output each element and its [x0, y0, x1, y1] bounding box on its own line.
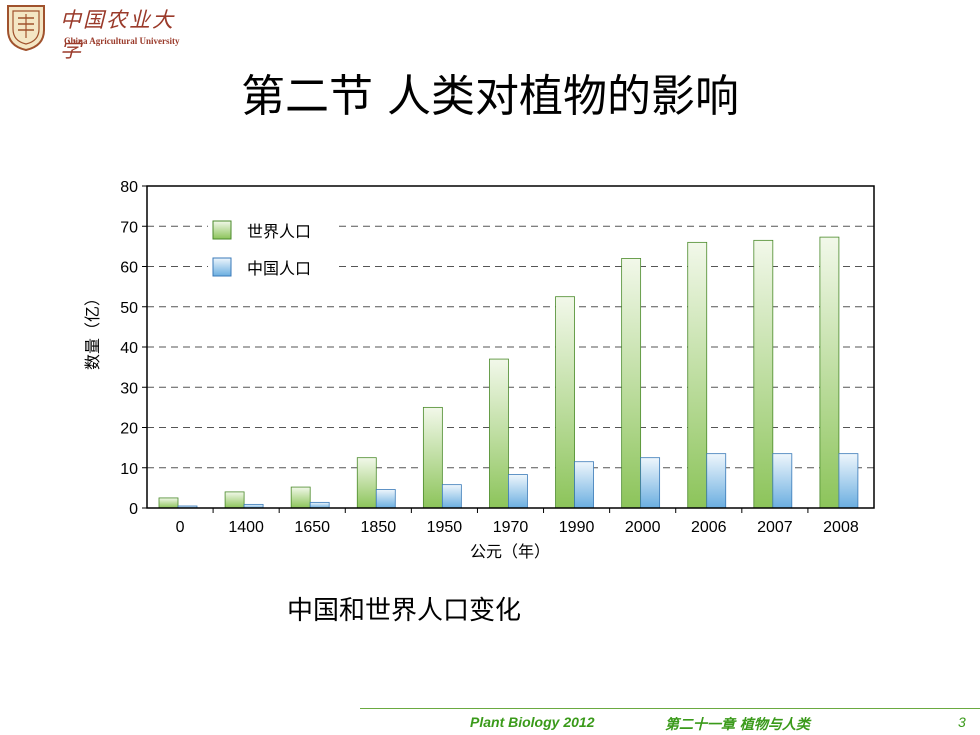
tick-labels: 0 10 20 30 40 50 60 70 80 0 1400 1650 1850 1950 1970 19…	[120, 179, 859, 536]
bar-china-population	[640, 457, 661, 509]
plot-frame	[146, 185, 875, 509]
footer-chapter-name: 第二十一章 植物与人类	[665, 717, 810, 733]
bar-china-population	[375, 489, 396, 509]
bar-world-population	[422, 406, 443, 509]
y-tick-label: 0	[129, 501, 138, 518]
logo-chinese-name: 中国农业大学	[60, 8, 175, 62]
bar-china-population	[508, 474, 528, 509]
logo-english-name: China Agricultural University	[64, 36, 180, 46]
footer-course-name: Plant Biology 2012	[470, 714, 595, 730]
axes	[142, 185, 875, 513]
bar-world-population	[621, 258, 642, 509]
bar-china-population	[574, 461, 594, 509]
legend-label: 世界人口	[247, 222, 311, 241]
x-tick-label: 1990	[559, 519, 595, 536]
y-tick-label: 30	[120, 380, 138, 397]
bars	[158, 236, 859, 509]
bar-china-population	[772, 453, 793, 509]
university-emblem-icon	[7, 5, 45, 52]
bar-china-population	[309, 501, 330, 509]
bar-china-population	[706, 453, 727, 509]
x-tick-label: 2008	[823, 519, 859, 536]
bar-world-population	[356, 457, 377, 509]
x-tick-label: 1850	[361, 519, 397, 536]
x-tick-label: 1970	[493, 519, 529, 536]
bar-china-population	[838, 453, 859, 509]
bar-world-population	[224, 491, 245, 509]
x-tick-label: 0	[176, 519, 185, 536]
x-tick-label: 1650	[294, 519, 330, 536]
y-axis-label: 数量（亿）	[83, 290, 102, 370]
x-axis-label: 公元（年）	[470, 542, 550, 561]
bar-world-population	[290, 486, 311, 509]
bar-world-population	[158, 497, 179, 509]
y-tick-label: 60	[120, 260, 138, 277]
legend-swatch	[212, 220, 232, 240]
bar-world-population	[555, 296, 575, 509]
y-tick-label: 70	[120, 219, 138, 236]
university-logo: 中国农业大学 China Agricultural University	[4, 2, 194, 62]
bar-world-population	[819, 236, 840, 509]
x-tick-label: 1950	[427, 519, 463, 536]
bar-world-population	[753, 239, 774, 509]
y-tick-label: 80	[120, 179, 138, 196]
legend-label: 中国人口	[247, 259, 311, 278]
bar-world-population	[687, 241, 708, 509]
x-tick-label: 2006	[691, 519, 727, 536]
x-tick-label: 2007	[757, 519, 793, 536]
population-bar-chart: 0 10 20 30 40 50 60 70 80 0 1400 1650 1850 1950 1970 19…	[83, 179, 875, 561]
y-tick-label: 10	[120, 461, 138, 478]
y-tick-label: 20	[120, 421, 138, 438]
x-tick-label: 1400	[228, 519, 264, 536]
x-tick-label: 2000	[625, 519, 661, 536]
slide-title: 第二节 人类对植物的影响	[241, 71, 739, 122]
bar-china-population	[441, 484, 462, 509]
page-number: 3	[958, 714, 966, 730]
footer-divider	[360, 708, 980, 709]
y-tick-label: 40	[120, 340, 138, 357]
bar-world-population	[489, 358, 509, 509]
legend-swatch	[212, 257, 232, 277]
chart-caption: 中国和世界人口变化	[287, 596, 522, 626]
y-tick-label: 50	[120, 300, 138, 317]
